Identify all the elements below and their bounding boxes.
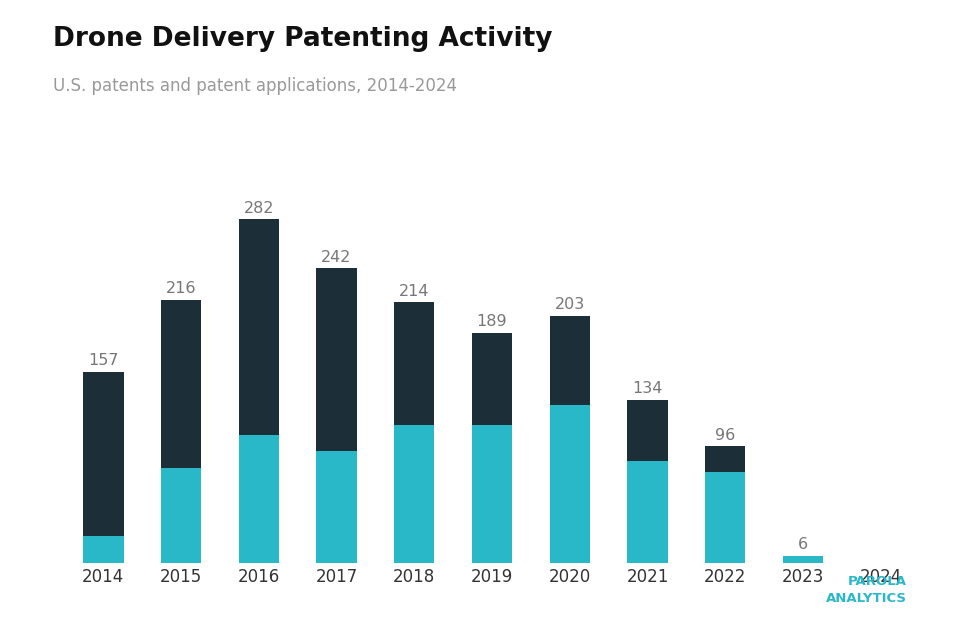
Bar — [317, 268, 357, 451]
Bar — [705, 472, 745, 563]
Bar — [239, 435, 279, 563]
Text: 189: 189 — [477, 314, 507, 329]
Text: 242: 242 — [322, 250, 351, 264]
Bar — [394, 302, 435, 426]
Text: U.S. patents and patent applications, 2014-2024: U.S. patents and patent applications, 20… — [53, 77, 457, 95]
Bar — [84, 372, 124, 536]
Bar — [317, 451, 357, 563]
Bar — [549, 404, 590, 563]
Text: 203: 203 — [555, 297, 585, 312]
Bar — [549, 316, 590, 404]
Text: 134: 134 — [633, 381, 662, 396]
Text: 6: 6 — [798, 537, 808, 552]
Bar — [471, 426, 513, 563]
Bar — [394, 426, 435, 563]
Bar — [627, 461, 667, 563]
Bar — [161, 300, 202, 468]
Bar — [161, 468, 202, 563]
Text: 214: 214 — [399, 284, 429, 299]
Bar — [627, 400, 667, 461]
Text: 157: 157 — [88, 353, 119, 368]
Text: 96: 96 — [715, 428, 735, 442]
Text: Drone Delivery Patenting Activity: Drone Delivery Patenting Activity — [53, 26, 552, 52]
Bar — [471, 333, 513, 426]
Bar — [239, 220, 279, 435]
Text: 216: 216 — [166, 281, 196, 296]
Text: 282: 282 — [244, 201, 274, 216]
Text: PAROLA
ANALYTICS: PAROLA ANALYTICS — [827, 575, 907, 605]
Bar — [782, 556, 823, 563]
Bar — [705, 446, 745, 472]
Bar — [84, 536, 124, 563]
